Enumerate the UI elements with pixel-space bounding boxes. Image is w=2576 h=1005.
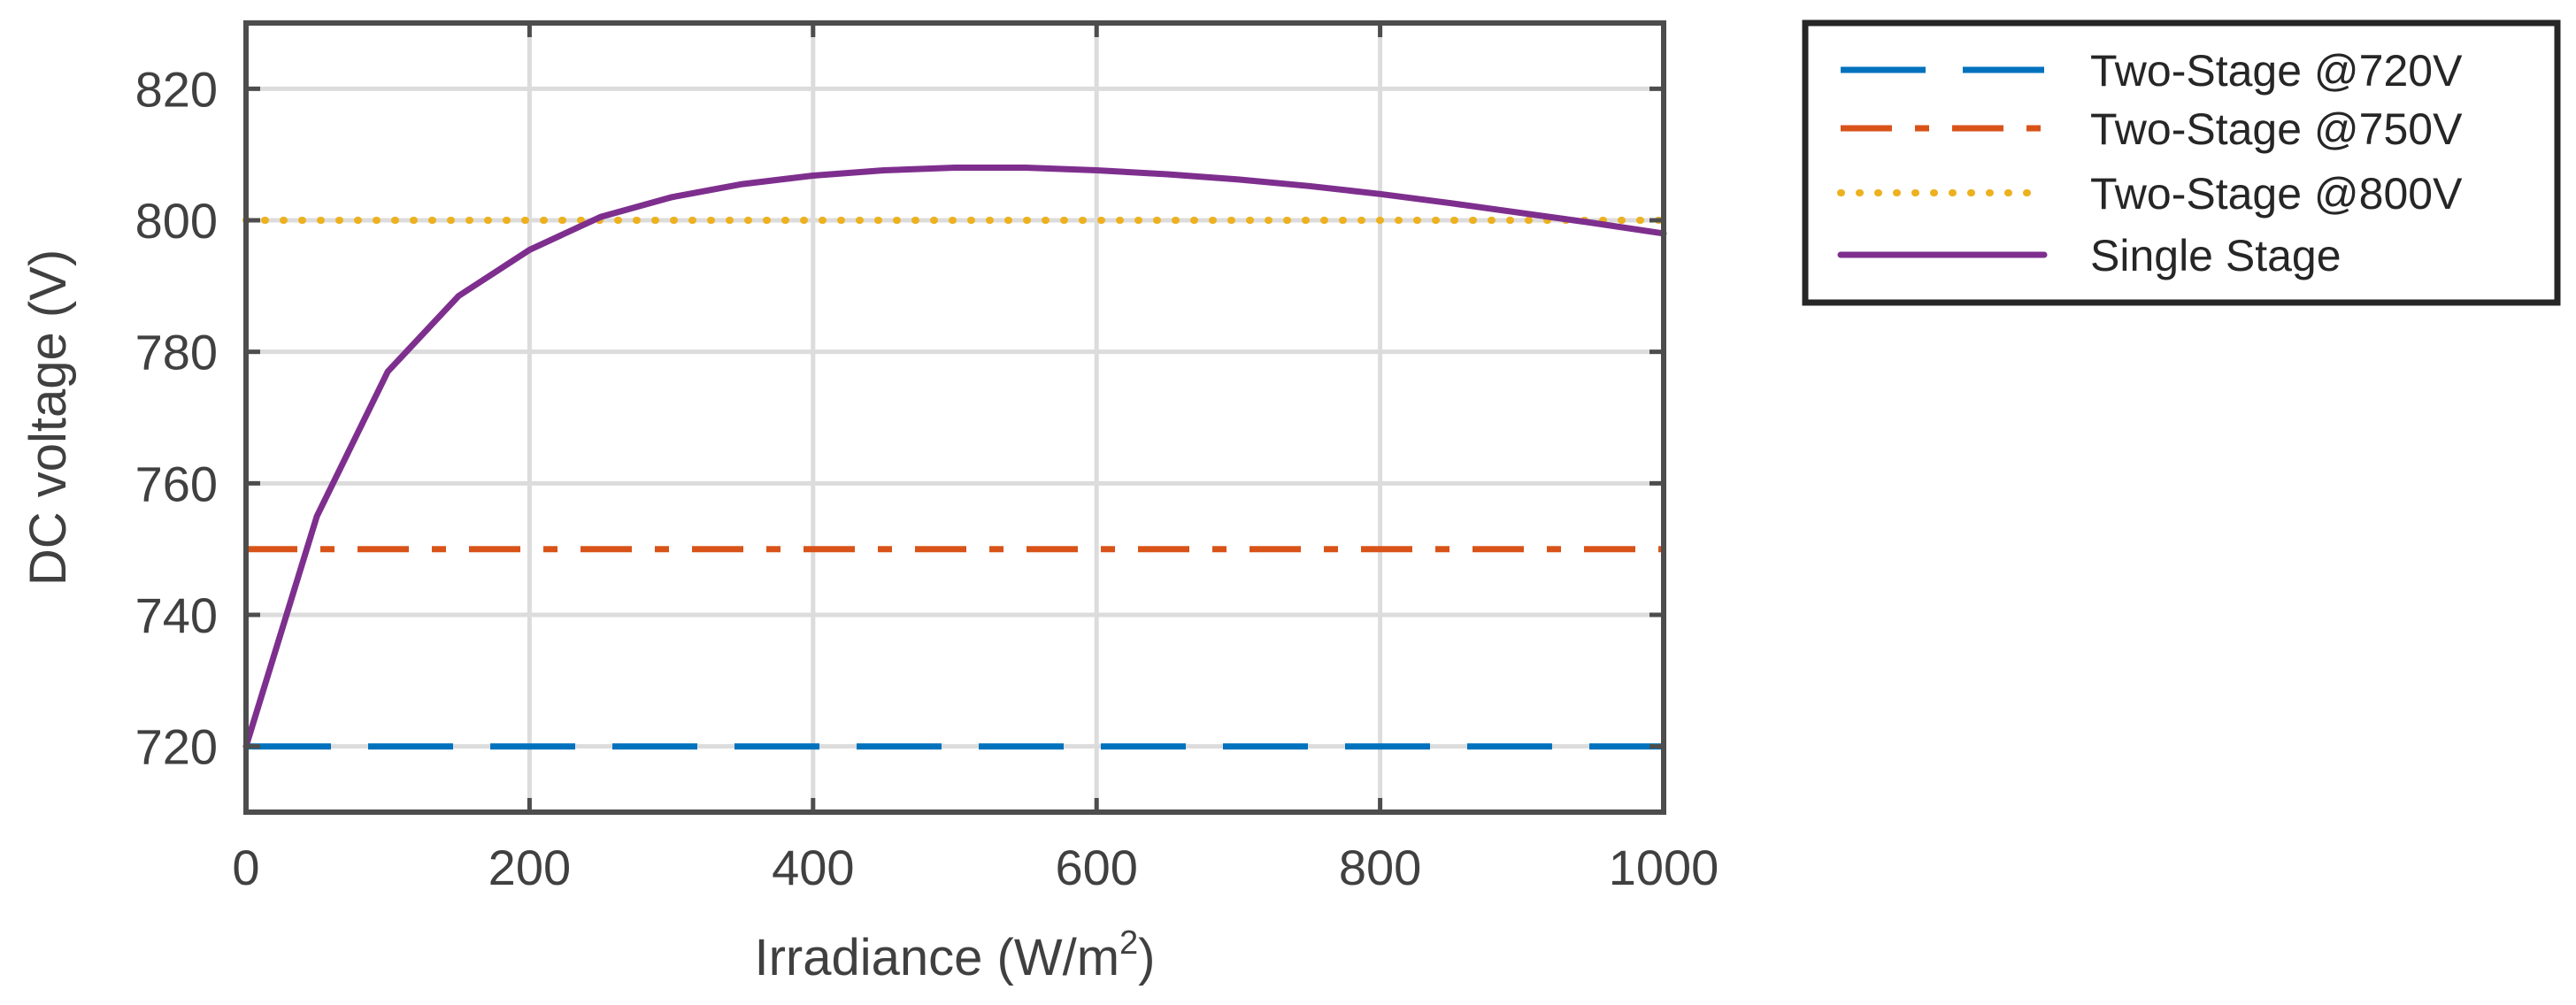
series-line-4 bbox=[242, 165, 1667, 750]
x-tick-label: 0 bbox=[232, 840, 259, 895]
grid-lines bbox=[246, 23, 1664, 812]
legend-label: Two-Stage @800V bbox=[2090, 169, 2463, 219]
x-tick-label: 1000 bbox=[1609, 840, 1719, 895]
x-tick-label: 600 bbox=[1055, 840, 1137, 895]
y-tick-label: 720 bbox=[135, 719, 218, 775]
y-tick-label: 800 bbox=[135, 193, 218, 249]
x-tick-label: 400 bbox=[772, 840, 854, 895]
plot-area bbox=[246, 23, 1664, 812]
y-axis-label: DC voltage (V) bbox=[19, 249, 77, 586]
y-tick-label: 780 bbox=[135, 325, 218, 380]
legend-label: Two-Stage @750V bbox=[2090, 104, 2463, 154]
plot-frame bbox=[243, 20, 1666, 815]
legend-label: Single Stage bbox=[2090, 231, 2341, 280]
axis-ticks: 0 200 400 600 800 1000 720 740 760 780 800 820 bbox=[135, 23, 1719, 895]
y-tick-label: 760 bbox=[135, 456, 218, 511]
x-tick-label: 800 bbox=[1339, 840, 1421, 895]
y-tick-label: 740 bbox=[135, 587, 218, 643]
legend: Two-Stage @720V Two-Stage @750V Two-Stage … bbox=[1802, 19, 2561, 306]
legend-label: Two-Stage @720V bbox=[2090, 46, 2463, 96]
series-layer bbox=[242, 165, 1667, 750]
y-tick-label: 820 bbox=[135, 61, 218, 117]
x-tick-label: 200 bbox=[488, 840, 571, 895]
x-axis-label: Irradiance (W/m2) bbox=[755, 924, 1156, 986]
